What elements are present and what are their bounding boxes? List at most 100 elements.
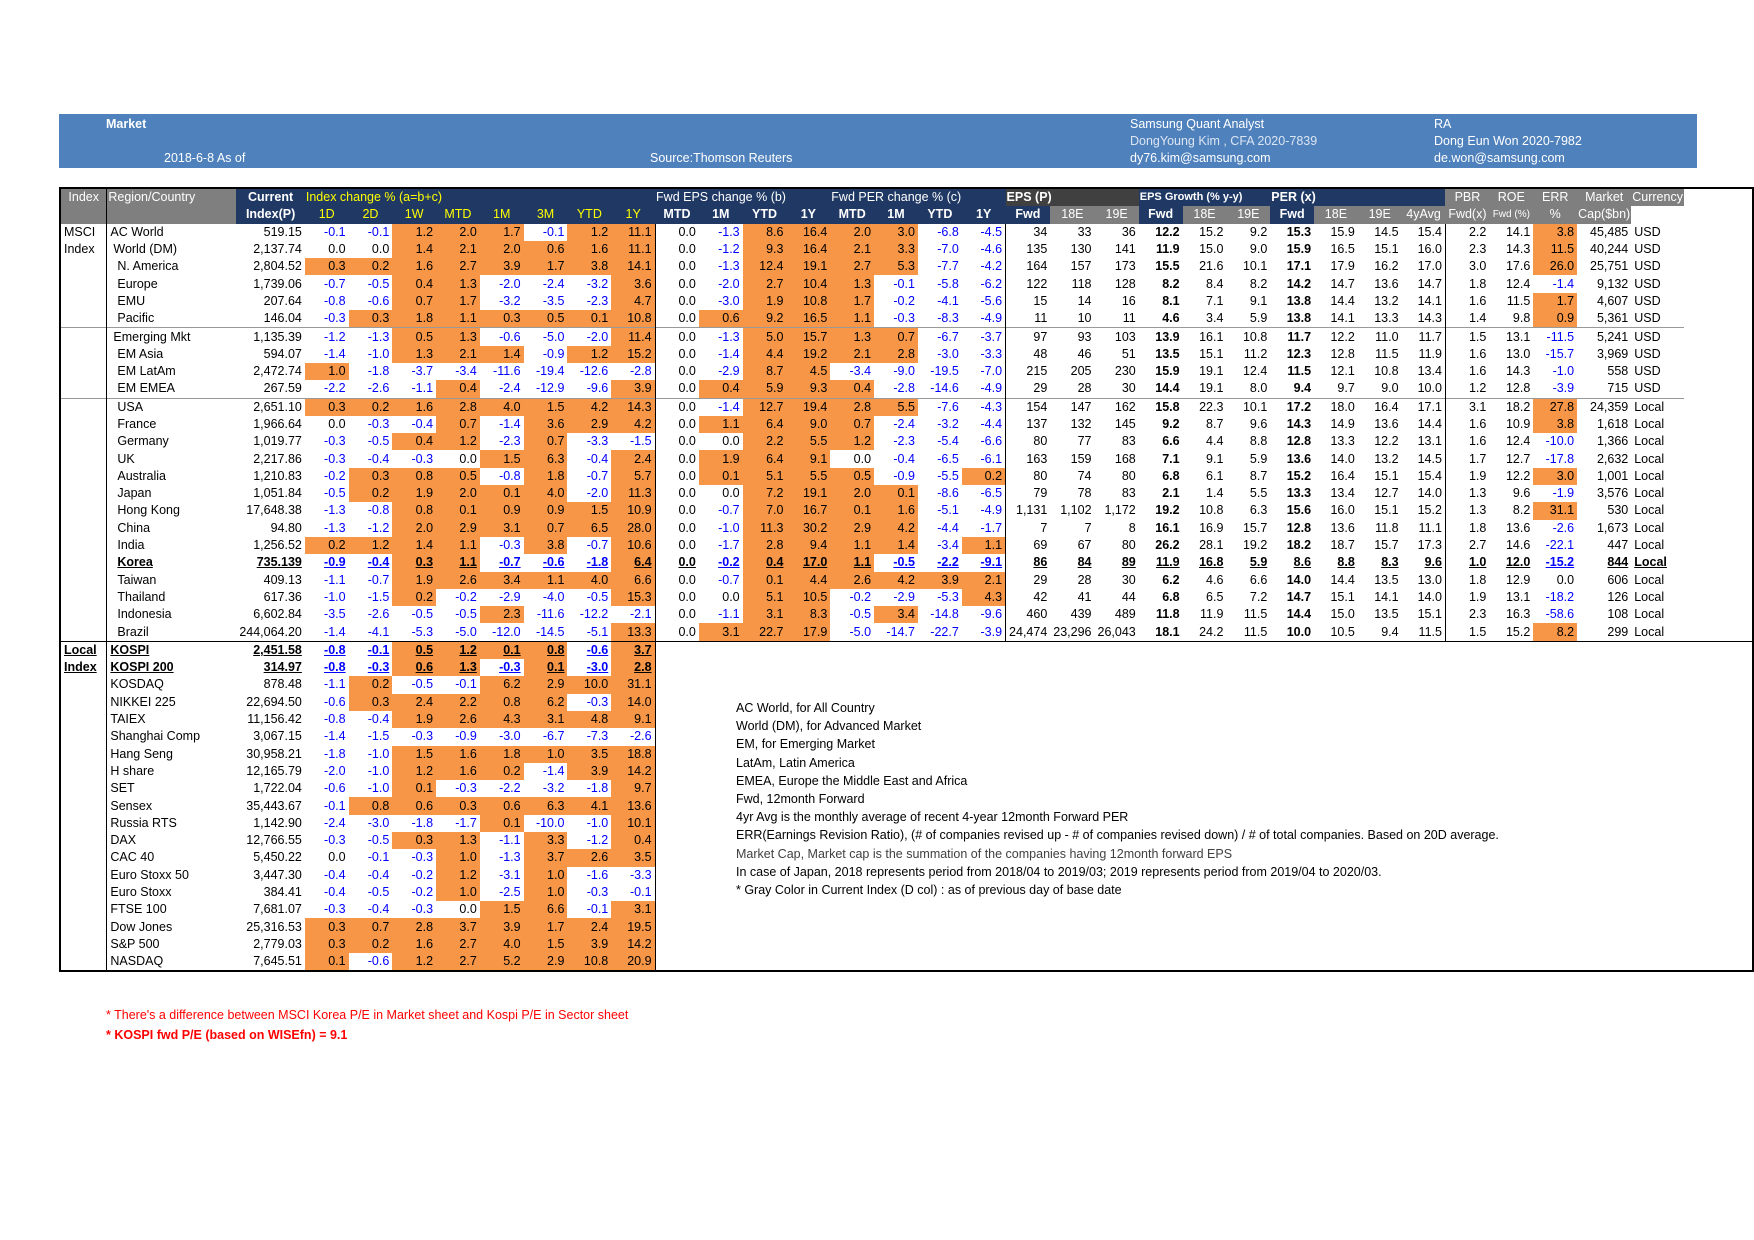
- header-fwd-per-change: Fwd PER change % (c): [830, 188, 1006, 207]
- data-cell: -1.4: [499, 417, 521, 431]
- data-cell: 5.2: [479, 953, 524, 972]
- header-row-2: Index(P) 1D 2D 1W MTD 1M 3M YTD 1Y MTD 1M YTD 1Y MTD 1…: [60, 206, 1753, 224]
- data-cell: 1.8: [1444, 275, 1490, 293]
- data-cell: 11.3: [742, 519, 787, 537]
- data-cell: 2,651.10: [236, 397, 305, 416]
- data-cell: -0.6: [567, 640, 612, 660]
- banner-ra-name: Dong Eun Won 2020-7982: [1434, 134, 1582, 148]
- data-cell: 16.4: [786, 240, 831, 259]
- data-cell: 0.0: [459, 902, 477, 917]
- data-cell: 12.1: [1330, 364, 1355, 379]
- data-cell: 1.4: [392, 536, 437, 555]
- group-label: [60, 502, 108, 520]
- local-index-row: DAX 12,766.55 -0.3 -0.5 0.3 1.3 -1.1 3.3 -1.2 0.4: [60, 831, 1753, 850]
- data-cell: 0.0: [722, 434, 740, 449]
- data-cell: 0.7: [348, 918, 393, 936]
- data-cell: 6.2: [479, 676, 524, 694]
- data-cell: 1.5: [1444, 327, 1490, 346]
- data-cell: 9.2: [1249, 224, 1268, 239]
- data-cell: -3.9: [1552, 381, 1575, 396]
- table-row: Indonesia 6,602.84 -3.5 -2.6 -0.5 -0.5 2.3 -11.…: [60, 606, 1753, 624]
- row-name: Korea: [117, 555, 153, 570]
- group-label: [60, 745, 108, 763]
- data-cell: 9.7: [1337, 381, 1355, 396]
- data-cell: -0.1: [611, 883, 656, 902]
- data-cell: 15.9: [1155, 364, 1180, 379]
- data-cell: -0.5: [586, 589, 609, 604]
- footnote-line: * There's a difference between MSCI Kore…: [106, 1008, 629, 1022]
- data-cell: 1.2: [436, 640, 480, 660]
- data-cell: 13.6: [611, 797, 656, 815]
- data-cell: 3.1: [611, 901, 656, 919]
- data-cell: Local: [1634, 486, 1665, 501]
- data-cell: USD: [1634, 346, 1661, 361]
- data-cell: 0.2: [348, 397, 393, 416]
- data-cell: 2.3: [1444, 240, 1490, 259]
- data-cell: 29: [1005, 571, 1051, 589]
- data-cell: 0.9: [523, 502, 568, 520]
- data-cell: 1.9: [392, 485, 437, 503]
- data-cell: 14: [1077, 293, 1092, 308]
- data-cell: 1.8: [523, 467, 568, 486]
- data-cell: -0.3: [411, 451, 434, 466]
- data-cell: -22.1: [1545, 538, 1575, 553]
- data-cell: 2,804.52: [253, 259, 302, 274]
- data-cell: 7.1: [1162, 451, 1180, 466]
- data-cell: 0.0: [328, 242, 346, 257]
- table-row: Brazil 244,064.20 -1.4 -4.1 -5.3 -5.0 -12.0 -14…: [60, 623, 1753, 642]
- data-cell: 1,172: [1104, 503, 1136, 518]
- data-cell: 2.1: [436, 240, 480, 259]
- data-cell: 1.6: [874, 502, 918, 520]
- local-index-row: Dow Jones 25,316.53 0.3 0.7 2.8 3.7 3.9 1.7 2.4 1…: [60, 918, 1753, 936]
- data-cell: 24,359: [1577, 397, 1632, 416]
- data-cell: 1.3: [436, 275, 480, 293]
- data-cell: 22.7: [742, 623, 787, 642]
- data-cell: 9.0: [786, 415, 831, 434]
- data-cell: 6.3: [1249, 503, 1268, 518]
- local-index-row: NASDAQ 7,645.51 0.1 -0.6 1.2 2.7 5.2 2.9 10.8 20.…: [60, 953, 1753, 972]
- data-cell: USD: [1634, 224, 1661, 239]
- data-cell: 13.5: [1155, 346, 1180, 361]
- data-cell: 10.5: [786, 588, 831, 607]
- banner-analyst-email[interactable]: dy76.kim@samsung.com: [1130, 151, 1271, 165]
- subheader-cell: 1M: [874, 206, 918, 224]
- subheader-cell: 1Y: [786, 206, 831, 224]
- data-cell: 0.5: [392, 327, 437, 346]
- index-name: Hang Seng: [110, 746, 173, 761]
- banner-analyst-title: Samsung Quant Analyst: [1130, 117, 1265, 131]
- data-cell: 15.7: [1242, 520, 1268, 535]
- local-index-row: Russia RTS 1,142.90 -2.4 -3.0 -1.8 -1.7 0.1 -10…: [60, 814, 1753, 832]
- data-cell: -1.0: [367, 763, 390, 778]
- data-cell: 2.9: [830, 519, 875, 537]
- data-cell: 2.7: [1444, 536, 1490, 555]
- data-cell: 2.1: [1162, 486, 1180, 501]
- data-cell: -0.4: [367, 712, 390, 727]
- data-cell: -14.8: [930, 607, 959, 622]
- data-cell: -9.1: [980, 555, 1003, 570]
- data-cell: -3.0: [367, 815, 390, 830]
- data-cell: USD: [1634, 242, 1661, 257]
- data-cell: 1.7: [523, 258, 568, 276]
- data-cell: 4.2: [611, 415, 656, 434]
- data-cell: 11.7: [1270, 327, 1315, 346]
- data-cell: 1.6: [567, 240, 612, 259]
- row-name: N. America: [117, 259, 179, 274]
- data-cell: 168: [1114, 451, 1136, 466]
- data-cell: 1.3: [1444, 485, 1490, 503]
- data-cell: 46: [1077, 346, 1092, 361]
- data-cell: -5.1: [586, 624, 609, 639]
- data-cell: 878.48: [263, 677, 302, 692]
- data-cell: 3.0: [1444, 258, 1490, 276]
- data-cell: -6.7: [917, 327, 962, 346]
- local-index-row: NIKKEI 225 22,694.50 -0.6 0.3 2.4 2.2 0.8 6.2 -0…: [60, 693, 1753, 711]
- data-cell: -1.4: [324, 729, 346, 744]
- data-cell: 83: [1121, 434, 1136, 449]
- data-cell: -0.3: [411, 850, 434, 865]
- data-cell: 0.6: [479, 797, 524, 815]
- banner-ra-email[interactable]: de.won@samsung.com: [1434, 151, 1565, 165]
- data-cell: 0.4: [698, 380, 743, 399]
- data-cell: 1.5: [1444, 623, 1490, 642]
- data-cell: 0.0: [722, 589, 740, 604]
- data-cell: 3.8: [567, 258, 612, 276]
- data-cell: 163: [1005, 450, 1051, 468]
